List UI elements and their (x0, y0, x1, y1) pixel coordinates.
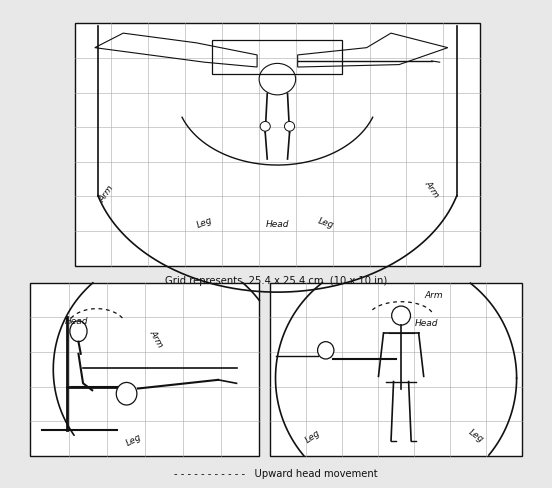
Ellipse shape (70, 321, 87, 342)
Ellipse shape (392, 306, 411, 325)
Text: Leg: Leg (304, 427, 322, 444)
Text: Leg: Leg (467, 427, 486, 444)
Text: Head: Head (65, 317, 88, 325)
Text: - - - - - - - - - - -   Upward head movement: - - - - - - - - - - - Upward head moveme… (174, 468, 378, 478)
Ellipse shape (116, 383, 137, 405)
Ellipse shape (260, 122, 270, 132)
Bar (213, 41, 342, 75)
Text: Leg: Leg (317, 216, 335, 229)
Text: Arm: Arm (98, 183, 116, 203)
Ellipse shape (284, 122, 295, 132)
Text: Head: Head (266, 219, 289, 228)
Ellipse shape (317, 342, 334, 359)
Text: Leg: Leg (124, 431, 143, 447)
Text: Arm: Arm (148, 328, 165, 349)
Bar (270, 283, 522, 456)
Text: Grid represents  25.4 x 25.4 cm  (10 x 10 in): Grid represents 25.4 x 25.4 cm (10 x 10 … (165, 276, 387, 285)
Text: Head: Head (415, 318, 438, 327)
Text: Arm: Arm (424, 291, 443, 300)
Bar (30, 283, 259, 456)
Bar (75, 24, 480, 266)
Ellipse shape (259, 64, 296, 96)
Text: Arm: Arm (422, 179, 440, 199)
Text: Leg: Leg (195, 215, 214, 230)
